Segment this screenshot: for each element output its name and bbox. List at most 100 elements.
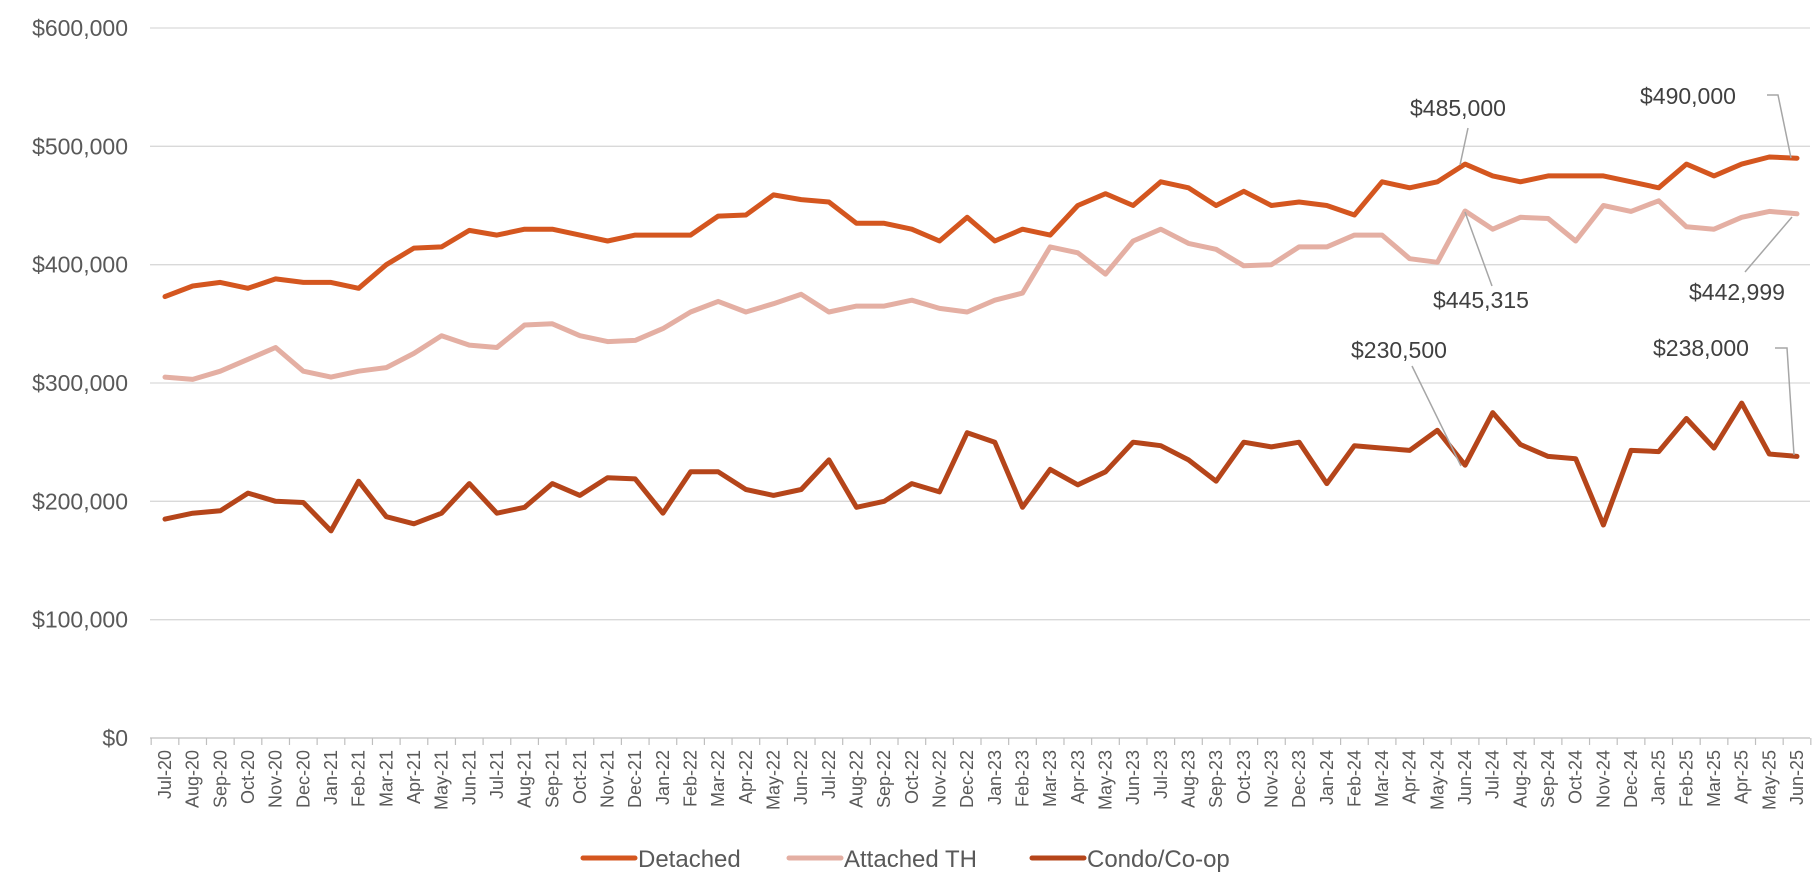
callout-label: $238,000: [1653, 335, 1749, 361]
series-line-condo-co-op: [162, 400, 1800, 534]
x-tick-label: Nov-22: [930, 750, 950, 808]
x-tick-label: Apr-21: [404, 750, 424, 804]
callout-leader-line: [1464, 211, 1493, 287]
x-tick-label: Sep-22: [874, 750, 894, 808]
y-tick-label: $600,000: [32, 15, 128, 41]
x-tick-label: May-22: [764, 750, 784, 810]
x-tick-label: Sep-20: [210, 750, 230, 808]
x-tick-label: Jun-21: [459, 750, 479, 805]
x-tick-label: Dec-22: [957, 750, 977, 808]
legend-item-condo-co-op: Condo/Co-op: [1029, 846, 1230, 873]
legend: Detached Attached TH Condo/Co-op: [580, 846, 1230, 873]
value-callouts: $485,000 $490,000 $445,315 $442,999 $230,500…: [1351, 83, 1795, 467]
x-axis: [150, 738, 1812, 745]
x-tick-label: Mar-24: [1372, 750, 1392, 807]
series-line-detached: [162, 154, 1800, 300]
y-tick-label: $500,000: [32, 133, 128, 159]
callout-label: $442,999: [1689, 279, 1785, 305]
x-tick-label: Oct-23: [1234, 750, 1254, 804]
callout-leader-line: [1411, 365, 1462, 467]
callout-condo-co-op-jun-25: $238,000: [1653, 335, 1795, 456]
x-tick-label: Dec-23: [1289, 750, 1309, 808]
y-tick-label: $0: [102, 725, 128, 751]
x-tick-label: Jan-23: [985, 750, 1005, 805]
callout-detached-jun-25: $490,000: [1640, 83, 1792, 159]
x-tick-label: Jul-20: [155, 750, 175, 799]
x-tick-label: Sep-23: [1206, 750, 1226, 808]
x-tick-label: Oct-22: [902, 750, 922, 804]
x-tick-label: Apr-22: [736, 750, 756, 804]
callout-leader-line: [1744, 216, 1793, 273]
x-tick-label: Dec-21: [625, 750, 645, 808]
callout-leader-line: [1775, 347, 1795, 456]
series-line-attached-th: [162, 198, 1800, 382]
x-tick-label: Jan-22: [653, 750, 673, 805]
legend-item-detached: Detached: [580, 846, 741, 873]
x-tick-label: Feb-23: [1012, 750, 1032, 807]
x-tick-label: Nov-20: [266, 750, 286, 808]
y-tick-label: $300,000: [32, 370, 128, 396]
callout-condo-co-op-jun-24: $230,500: [1351, 337, 1462, 467]
legend-item-attached-th: Attached TH: [786, 846, 977, 873]
x-tick-label: Dec-20: [293, 750, 313, 808]
x-tick-label: Feb-21: [349, 750, 369, 807]
x-tick-label: Dec-24: [1621, 750, 1641, 808]
x-tick-label: Jan-25: [1649, 750, 1669, 805]
callout-label: $485,000: [1410, 95, 1506, 121]
x-tick-label: Jul-24: [1483, 750, 1503, 799]
x-tick-label: Jul-22: [819, 750, 839, 799]
callout-label: $230,500: [1351, 337, 1447, 363]
x-tick-label: Aug-23: [1178, 750, 1198, 808]
y-tick-label: $200,000: [32, 488, 128, 514]
x-tick-label: Nov-21: [598, 750, 618, 808]
x-tick-label: Jun-22: [791, 750, 811, 805]
x-tick-label: Mar-25: [1704, 750, 1724, 807]
x-tick-label: Oct-21: [570, 750, 590, 804]
callout-label: $445,315: [1433, 287, 1529, 313]
x-tick-label: May-25: [1759, 750, 1779, 810]
x-tick-label: Jan-24: [1317, 750, 1337, 805]
legend-label: Attached TH: [844, 846, 977, 873]
callout-leader-line: [1767, 94, 1792, 159]
legend-label: Detached: [638, 846, 741, 873]
x-tick-label: May-23: [1095, 750, 1115, 810]
x-tick-label: Feb-24: [1344, 750, 1364, 807]
legend-label: Condo/Co-op: [1087, 846, 1230, 873]
x-tick-label: Aug-20: [183, 750, 203, 808]
x-tick-label: Jun-23: [1123, 750, 1143, 805]
x-tick-label: Sep-21: [542, 750, 562, 808]
callout-leader-line: [1459, 127, 1469, 166]
x-axis-tick-labels: Jul-20 Aug-20 Sep-20 Oct-20 Nov-20 Dec-20 Jan-…: [155, 750, 1807, 810]
x-tick-label: Feb-22: [681, 750, 701, 807]
x-tick-label: Oct-20: [238, 750, 258, 804]
callout-detached-jun-24: $485,000: [1410, 95, 1506, 166]
x-tick-label: Aug-24: [1510, 750, 1530, 808]
y-axis-tick-labels: $0 $100,000 $200,000 $300,000 $400,000 $500,0…: [32, 15, 128, 751]
x-tick-label: Mar-22: [708, 750, 728, 807]
x-tick-label: May-21: [432, 750, 452, 810]
x-tick-label: Apr-24: [1400, 750, 1420, 804]
callout-attached-th-jun-25: $442,999: [1689, 216, 1793, 305]
gridlines: [150, 27, 1810, 739]
callout-attached-th-jun-24: $445,315: [1433, 211, 1529, 313]
x-tick-label: Oct-24: [1566, 750, 1586, 804]
x-tick-label: Aug-21: [515, 750, 535, 808]
x-tick-label: Jan-21: [321, 750, 341, 805]
x-tick-label: Feb-25: [1676, 750, 1696, 807]
x-tick-label: Jun-25: [1787, 750, 1807, 805]
x-tick-label: Sep-24: [1538, 750, 1558, 808]
series-lines: [162, 154, 1800, 534]
callout-label: $490,000: [1640, 83, 1736, 109]
y-tick-label: $100,000: [32, 607, 128, 633]
x-tick-label: May-24: [1427, 750, 1447, 810]
x-tick-label: Nov-23: [1261, 750, 1281, 808]
x-tick-label: Apr-23: [1068, 750, 1088, 804]
x-tick-label: Jul-23: [1151, 750, 1171, 799]
x-tick-label: Jul-21: [487, 750, 507, 799]
x-tick-label: Jun-24: [1455, 750, 1475, 805]
y-tick-label: $400,000: [32, 252, 128, 278]
x-tick-label: Aug-22: [847, 750, 867, 808]
x-tick-label: Nov-24: [1593, 750, 1613, 808]
x-tick-label: Mar-23: [1040, 750, 1060, 807]
